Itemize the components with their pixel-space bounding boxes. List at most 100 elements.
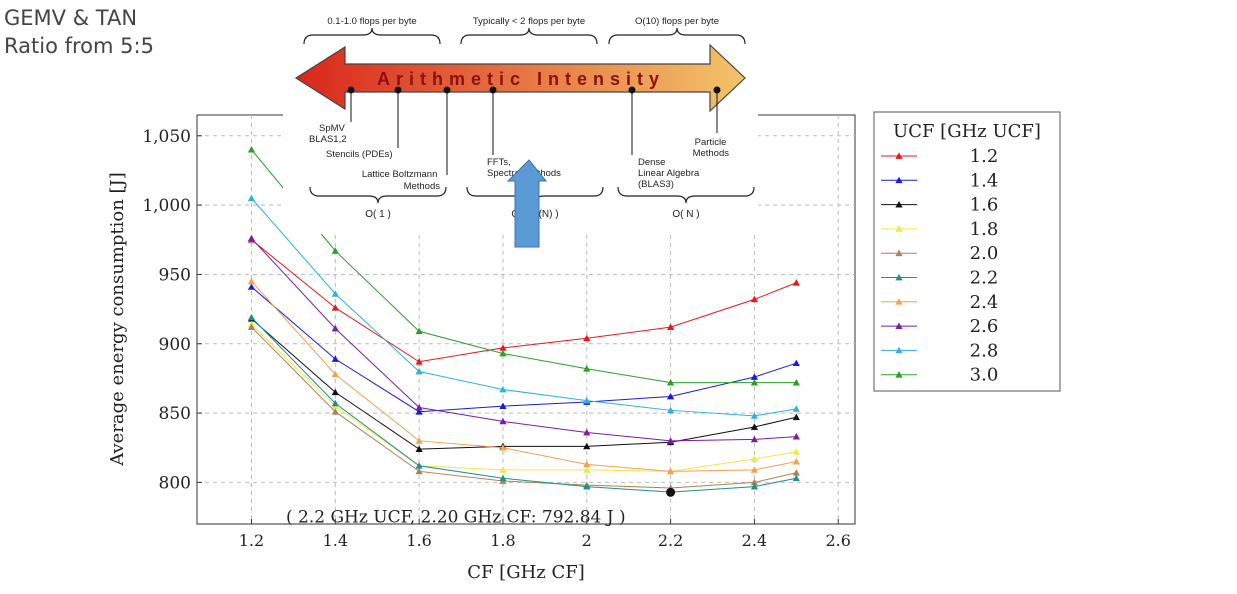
slide-title-line-1: GEMV & TAN — [4, 6, 138, 30]
data-point — [499, 402, 507, 410]
series-line — [251, 286, 797, 413]
data-point — [415, 408, 423, 415]
legend-swatch-marker — [895, 298, 903, 305]
data-point — [750, 373, 759, 380]
app-dot-spmv — [347, 86, 355, 94]
legend-label: 2.0 — [970, 243, 999, 264]
app-dot-stencils — [394, 86, 402, 94]
slide-title: GEMV & TAN Ratio from 5:5 — [4, 4, 154, 60]
x-tick-label: 1.6 — [406, 531, 431, 550]
data-point — [666, 323, 675, 331]
data-point — [666, 467, 675, 475]
data-point — [247, 146, 256, 153]
legend-item: 2.2 — [881, 268, 998, 289]
legend-label: 1.4 — [970, 170, 999, 191]
legend-item: 2.6 — [881, 316, 998, 337]
series-line — [251, 318, 797, 450]
data-point — [792, 359, 800, 367]
data-point — [750, 482, 759, 490]
series-line — [251, 317, 797, 493]
data-point — [247, 234, 256, 242]
data-point — [666, 437, 675, 444]
legend: UCF [GHz UCF] 1.2 1.4 1.6 1.8 2.0 2.2 2.4 2.6 2.… — [873, 111, 1061, 392]
data-point — [750, 478, 759, 486]
data-point — [792, 469, 800, 476]
data-point — [499, 474, 507, 482]
series-line — [251, 323, 797, 472]
data-point — [331, 247, 339, 254]
data-point — [750, 435, 759, 443]
data-point — [247, 283, 256, 290]
app-dot-fft — [489, 86, 497, 94]
data-point — [415, 403, 423, 411]
data-point — [666, 392, 675, 400]
data-point — [247, 277, 256, 285]
data-point — [499, 349, 507, 357]
data-point — [583, 428, 591, 436]
intensity-arrow — [294, 43, 746, 113]
app-label-spmv: SpMV BLAS1,2 — [309, 123, 348, 145]
series-2.4 — [247, 277, 800, 475]
data-point — [415, 327, 423, 335]
brace-range-1 — [303, 27, 441, 45]
legend-swatch-marker — [895, 346, 903, 354]
data-point — [331, 388, 339, 396]
data-point — [499, 417, 507, 425]
legend-item: 2.8 — [881, 340, 998, 361]
legend-item: 1.6 — [881, 195, 998, 216]
legend-label: 2.2 — [970, 268, 999, 289]
app-dot-lbm — [443, 86, 451, 94]
data-point — [331, 355, 339, 362]
y-tick-label: 1,000 — [142, 196, 191, 216]
data-point — [666, 378, 675, 386]
data-point — [247, 194, 256, 202]
legend-label: 1.8 — [970, 219, 999, 240]
legend-item: 2.4 — [881, 292, 998, 313]
legend-swatch-marker — [895, 322, 903, 329]
series-1.4 — [247, 283, 800, 415]
data-point — [331, 324, 339, 332]
brace-range-3 — [608, 27, 746, 45]
legend-swatch-marker — [895, 371, 903, 378]
data-point — [583, 466, 591, 473]
data-point — [331, 290, 339, 297]
legend-item: 1.4 — [881, 170, 998, 191]
x-tick-label: 2.2 — [658, 531, 683, 550]
y-axis-label: Average energy consumption [J] — [107, 172, 128, 467]
slide-title-line-2: Ratio from 5:5 — [4, 34, 154, 58]
legend-label: 2.6 — [970, 316, 999, 337]
range-label-2: Typically < 2 flops per byte — [473, 16, 585, 27]
arrow-label: Arithmetic Intensity — [377, 69, 665, 89]
minimum-point-marker — [666, 487, 676, 497]
x-axis-label: CF [GHz CF] — [467, 562, 585, 583]
data-point — [499, 344, 507, 351]
data-point — [750, 423, 759, 430]
data-point — [666, 406, 675, 414]
app-label-particle: Particle Methods — [693, 137, 730, 159]
x-tick-label: 2 — [582, 531, 592, 550]
data-point — [792, 474, 800, 482]
data-point — [750, 378, 759, 386]
range-label-3: O(10) flops per byte — [635, 16, 719, 27]
legend-swatch-marker — [895, 225, 903, 232]
y-tick-label: 800 — [159, 473, 191, 493]
x-axis-ticks: 1.2 1.4 1.6 1.8 2 2.2 2.4 2.6 — [239, 519, 851, 550]
series-line — [251, 281, 797, 472]
legend-swatch-marker — [895, 201, 903, 208]
series-line — [251, 326, 797, 489]
data-point — [415, 358, 423, 365]
data-point — [583, 334, 591, 342]
data-point — [247, 323, 256, 331]
data-point — [750, 455, 759, 462]
data-point — [750, 466, 759, 473]
minimum-annotation: ( 2.2 GHz UCF, 2.20 GHz CF: 792.84 J ) — [286, 507, 626, 527]
data-point — [792, 413, 800, 421]
app-label-lbm: Lattice Boltzmann Methods — [362, 169, 440, 192]
x-tick-label: 1.2 — [239, 531, 264, 550]
data-point — [415, 367, 423, 375]
y-tick-label: 850 — [159, 404, 191, 424]
legend-title: UCF [GHz UCF] — [893, 121, 1041, 142]
data-point — [750, 295, 759, 303]
data-point — [415, 462, 423, 469]
